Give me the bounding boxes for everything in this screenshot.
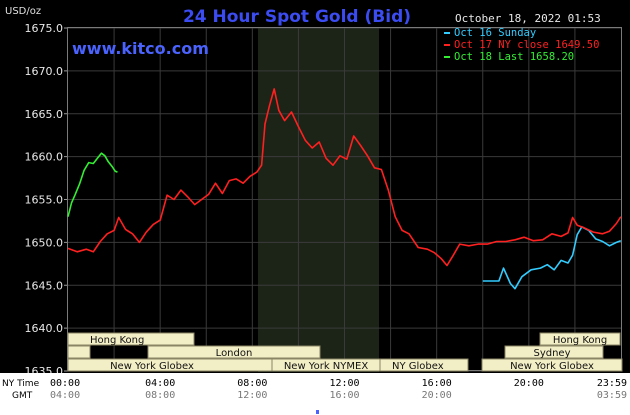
legend-label-0: Oct 16 Sunday	[454, 27, 536, 39]
gmt-tick-label: 03:59	[597, 390, 627, 401]
gmt-tick-label: 16:00	[329, 390, 359, 401]
session-label-hongkong-right: Hong Kong	[553, 335, 607, 346]
series-line-2	[67, 152, 118, 217]
gmt-tick-label: 08:00	[145, 390, 175, 401]
session-label-hongkong-left: Hong Kong	[90, 335, 144, 346]
session-sydney	[504, 345, 604, 359]
session-london	[147, 345, 321, 359]
x-tick-label: 20:00	[514, 378, 544, 389]
session-label-london: London	[216, 348, 253, 359]
session-label-newyork-globex-right: New York Globex	[510, 361, 594, 372]
session-label-sydney: Sydney	[533, 348, 570, 359]
series-line-0	[482, 226, 622, 290]
y-tick-label: 1640.0	[25, 322, 64, 335]
x-axis-ticks: 00:00 04:00 08:00 12:00 16:00 20:00 23:5904:00…	[50, 378, 627, 401]
session-newyork-globex-right	[481, 358, 623, 372]
y-tick-label: 1665.0	[25, 108, 64, 121]
chart-title: 24 Hour Spot Gold (Bid)	[183, 7, 411, 27]
legend-swatch-2	[444, 56, 450, 58]
data-series	[67, 88, 622, 290]
gmt-label: GMT	[12, 391, 33, 401]
watermark-url: www.kitco.com	[72, 39, 209, 58]
legend-label-2: Oct 18 Last 1658.20	[454, 51, 574, 63]
session-label-newyork-nymex: New York NYMEX	[284, 361, 369, 372]
series-line-1	[67, 88, 622, 267]
legend-swatch-1	[444, 44, 450, 46]
session-label-newyork-globex-left: New York Globex	[110, 361, 194, 372]
x-axis-band	[0, 373, 630, 415]
y-tick-label: 1675.0	[25, 22, 64, 35]
x-tick-label: 16:00	[422, 378, 452, 389]
y-tick-label: 1660.0	[25, 151, 64, 164]
gmt-tick-label: 04:00	[50, 390, 80, 401]
session-label-ny-globex: NY Globex	[392, 361, 444, 372]
session-bars-right: Hong Kong Sydney New York Globex	[481, 332, 623, 372]
session-connector-left	[67, 345, 91, 359]
y-tick-label: 1650.0	[25, 236, 64, 249]
session-bars-left: Hong Kong London New York Globex New Yor…	[67, 332, 469, 372]
x-tick-label: 08:00	[237, 378, 267, 389]
y-tick-label: 1670.0	[25, 65, 64, 78]
y-tick-label: 1645.0	[25, 279, 64, 292]
chart-timestamp: October 18, 2022 01:53	[455, 12, 601, 25]
x-tick-label: 12:00	[329, 378, 359, 389]
y-unit-label: USD/oz	[5, 6, 41, 17]
legend-swatch-0	[444, 32, 450, 34]
y-tick-label: 1655.0	[25, 194, 64, 207]
gmt-tick-label: 12:00	[237, 390, 267, 401]
legend-label-1: Oct 17 NY close 1649.50	[454, 39, 599, 51]
session-hongkong-left	[67, 332, 195, 346]
gmt-tick-label: 20:00	[422, 390, 452, 401]
y-axis-ticks: 1675.0 1670.0 1665.0 1660.0 1655.0 1650.0 1645…	[25, 22, 68, 378]
x-tick-label: 00:00	[50, 378, 80, 389]
x-tick-label: 23:59	[597, 378, 627, 389]
ny-time-label: NY Time	[2, 379, 40, 389]
session-ny-globex	[379, 358, 469, 372]
scroll-marker	[316, 410, 319, 414]
session-hongkong-right	[539, 332, 621, 346]
x-tick-label: 04:00	[145, 378, 175, 389]
